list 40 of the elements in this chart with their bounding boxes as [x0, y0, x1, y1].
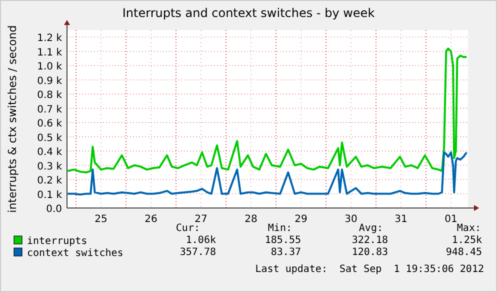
- y-tick-label: 0.6 k: [37, 118, 62, 130]
- x-tick-label: 31: [394, 214, 408, 225]
- y-tick-label: 0.8 k: [37, 90, 62, 102]
- y-tick-label: 0.3 k: [37, 161, 62, 172]
- text: 185.55: [264, 235, 301, 246]
- legend-label: interrupts: [27, 236, 88, 247]
- y-tick-label: 0.4 k: [37, 147, 62, 158]
- y-tick-label: 0.1 k: [37, 190, 62, 201]
- text: 357.78: [180, 247, 216, 258]
- y-tick-label: 0.5 k: [37, 132, 62, 144]
- text: Avg:: [358, 223, 383, 234]
- y-tick-label: 0.2 k: [37, 176, 62, 187]
- y-tick-label: 0.0: [46, 204, 62, 215]
- text: Min:: [268, 223, 292, 234]
- x-tick-label: 29: [294, 214, 308, 225]
- line-series: [66, 151, 468, 196]
- text: 83.37: [270, 247, 301, 258]
- text: 1.06k: [186, 235, 216, 246]
- text: 120.83: [352, 247, 388, 258]
- chart-title: Interrupts and context switches - by week: [122, 6, 375, 20]
- y-tick-label: 1.2 k: [37, 33, 62, 44]
- text: Max:: [456, 223, 481, 234]
- x-tick-label: 01: [444, 214, 458, 225]
- legend-label: context switches: [27, 248, 124, 259]
- x-tick-label: 30: [344, 214, 358, 225]
- y-tick-label: 0.9 k: [37, 76, 62, 87]
- line-series: [66, 48, 468, 174]
- x-tick-label: 28: [244, 214, 258, 225]
- text: 1.25k: [452, 235, 482, 246]
- text: 322.18: [352, 235, 388, 246]
- text: 948.45: [446, 247, 482, 258]
- x-tick-label: 26: [144, 214, 158, 225]
- x-tick-label: 25: [94, 214, 108, 225]
- text: Last update: Sat Sep 1 19:35:06 2012: [255, 264, 484, 275]
- x-tick-label: 27: [194, 214, 208, 225]
- y-tick-label: 1.0 k: [37, 62, 62, 73]
- y-tick-label: 0.7 k: [37, 104, 62, 116]
- y-tick-label: 1.1 k: [37, 47, 62, 58]
- text: Cur:: [176, 223, 200, 234]
- y-axis-title: interrupts & ctx switches / second: [6, 25, 19, 213]
